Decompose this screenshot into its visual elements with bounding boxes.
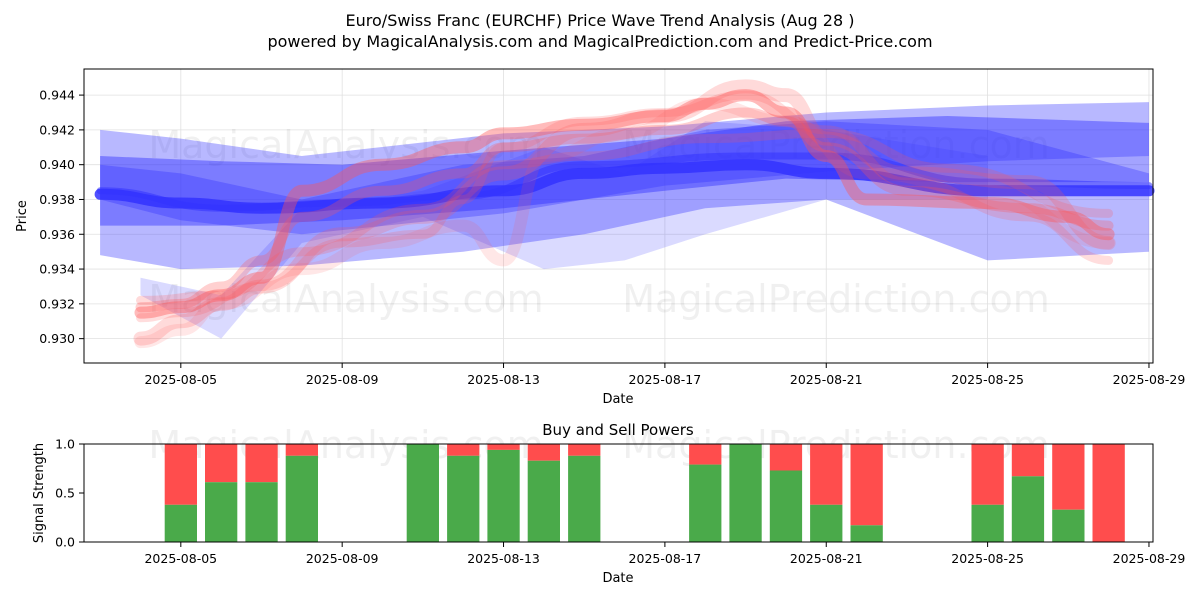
sell-power-bar <box>164 444 197 505</box>
signal-x-tick-label: 2025-08-05 <box>144 551 217 566</box>
price-y-tick-label: 0.932 <box>39 296 75 311</box>
price-y-tick-label: 0.944 <box>39 88 75 103</box>
sell-power-bar <box>205 444 238 483</box>
price-y-axis-label: Price <box>15 200 30 232</box>
buy-power-bar <box>205 482 238 542</box>
price-x-tick-label: 2025-08-29 <box>1113 372 1186 387</box>
buy-power-bar <box>729 444 762 542</box>
watermark-prediction-mid: MagicalPrediction.com <box>622 277 1050 321</box>
price-y-tick-label: 0.940 <box>39 157 75 172</box>
buy-power-bar <box>971 504 1004 542</box>
signal-y-ticks: 0.0 0.5 1.0 <box>55 437 84 550</box>
chart-title: Euro/Swiss Franc (EURCHF) Price Wave Tre… <box>346 11 855 30</box>
price-x-tick-label: 2025-08-25 <box>951 372 1024 387</box>
sell-power-bar <box>1092 444 1125 542</box>
buy-power-bar <box>810 504 843 542</box>
signal-panel-title: Buy and Sell Powers <box>542 421 694 439</box>
price-x-tick-label: 2025-08-17 <box>629 372 702 387</box>
chart-subtitle: powered by MagicalAnalysis.com and Magic… <box>267 32 932 51</box>
signal-y-tick-label: 0.0 <box>55 535 75 550</box>
price-y-tick-label: 0.936 <box>39 227 75 242</box>
sell-power-bar <box>971 444 1004 505</box>
signal-x-tick-label: 2025-08-29 <box>1113 551 1186 566</box>
buy-power-bar <box>850 525 883 542</box>
buy-power-bar <box>769 470 803 542</box>
price-y-tick-label: 0.938 <box>39 192 75 207</box>
blue-wave-band-2 <box>100 121 1150 270</box>
price-x-tick-label: 2025-08-13 <box>467 372 540 387</box>
signal-x-tick-label: 2025-08-09 <box>306 551 379 566</box>
buy-power-bar <box>1052 509 1085 542</box>
buy-power-bar <box>527 460 560 542</box>
red-wave-line-1 <box>133 79 1116 346</box>
price-y-tick-label: 0.942 <box>39 122 75 137</box>
red-wave-line-0 <box>134 89 1115 319</box>
price-y-ticks: 0.930 0.932 0.934 0.936 0.938 0.940 0.942 0.944 <box>39 88 84 346</box>
price-x-tick-label: 2025-08-09 <box>306 372 379 387</box>
signal-x-ticks: 2025-08-05 2025-08-09 2025-08-13 2025-08-17… <box>144 542 1185 566</box>
buy-power-bar <box>487 449 520 542</box>
sell-power-bar <box>810 444 843 505</box>
signal-y-tick-label: 1.0 <box>55 437 75 452</box>
sell-power-bar <box>285 444 318 456</box>
buy-power-bar <box>689 464 722 542</box>
sell-power-bar <box>245 444 278 483</box>
sell-power-bar <box>568 444 601 456</box>
sell-power-bar <box>487 444 520 450</box>
signal-y-tick-label: 0.5 <box>55 486 75 501</box>
signal-x-tick-label: 2025-08-13 <box>467 551 540 566</box>
blue-trend-line-1 <box>96 152 1153 212</box>
buy-power-bar <box>568 455 601 542</box>
sell-power-bar <box>527 444 560 461</box>
blue-wave-band-3 <box>140 121 988 339</box>
red-wave-line-2 <box>135 107 1114 313</box>
price-panel: MagicalAnalysis.com MagicalPrediction.co… <box>15 68 1185 407</box>
sell-power-bar <box>769 444 803 471</box>
red-wave-line-5 <box>136 128 1114 305</box>
buy-power-bar <box>164 504 197 542</box>
price-x-tick-label: 2025-08-05 <box>144 372 217 387</box>
price-grid <box>84 69 1153 363</box>
sell-power-bar <box>850 444 883 526</box>
signal-bars <box>164 444 1125 542</box>
signal-panel: Buy and Sell Powers MagicalAnalysis.com … <box>32 421 1185 586</box>
signal-x-tick-label: 2025-08-25 <box>951 551 1024 566</box>
buy-power-bar <box>447 455 480 542</box>
signal-x-tick-label: 2025-08-17 <box>629 551 702 566</box>
red-wave-line-4 <box>134 97 1115 349</box>
sell-power-bar <box>1052 444 1085 510</box>
signal-y-axis-label: Signal Strength <box>32 443 47 543</box>
price-y-tick-label: 0.934 <box>39 262 75 277</box>
buy-power-bar <box>1011 476 1045 542</box>
buy-power-bar <box>245 482 278 542</box>
sell-power-bar <box>1011 444 1045 477</box>
red-wave-line-3 <box>136 90 1114 323</box>
signal-x-axis-label: Date <box>602 571 633 586</box>
sell-power-bar <box>689 444 722 465</box>
buy-power-bar <box>406 444 439 542</box>
price-x-tick-label: 2025-08-21 <box>790 372 863 387</box>
price-x-ticks: 2025-08-05 2025-08-09 2025-08-13 2025-08-17… <box>144 363 1185 387</box>
watermark-analysis-mid: MagicalAnalysis.com <box>148 277 543 321</box>
price-y-tick-label: 0.930 <box>39 331 75 346</box>
watermark-analysis-top: MagicalAnalysis.com <box>148 123 543 167</box>
buy-power-bar <box>285 455 318 542</box>
price-x-axis-label: Date <box>602 392 633 407</box>
sell-power-bar <box>447 444 480 456</box>
price-axes-frame <box>83 68 1154 364</box>
price-series <box>94 79 1155 349</box>
signal-x-tick-label: 2025-08-21 <box>790 551 863 566</box>
